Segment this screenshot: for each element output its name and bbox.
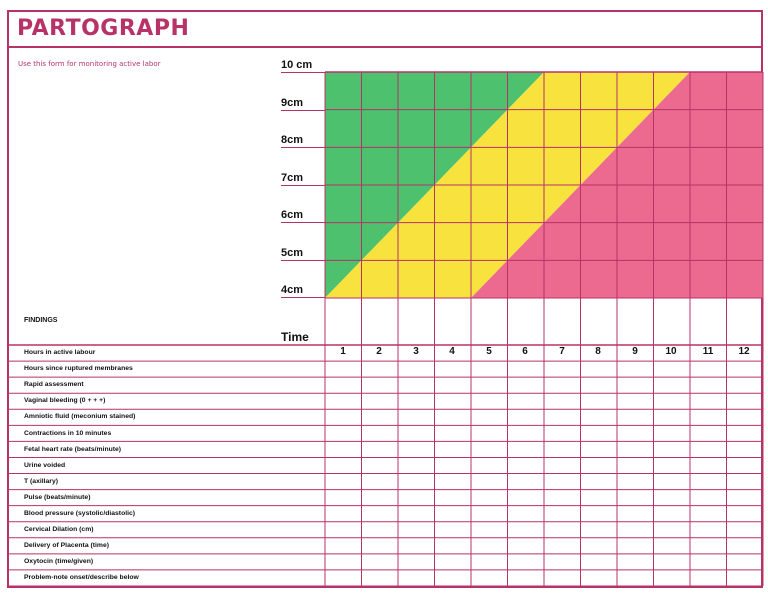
row-label-blood-pressure: Blood pressure (systolic/diastolic) xyxy=(24,510,136,517)
findings-heading: FINDINGS xyxy=(24,317,58,324)
hour-label-2: 2 xyxy=(376,346,382,357)
row-label-amniotic-fluid: Amniotic fluid (meconium stained) xyxy=(24,413,136,420)
title-divider xyxy=(7,46,763,48)
dilation-label-9: 9cm xyxy=(281,97,304,109)
hour-label-6: 6 xyxy=(522,346,528,357)
dilation-rule-6 xyxy=(281,222,325,223)
row-label-urine-voided: Urine voided xyxy=(24,462,66,469)
hour-label-11: 11 xyxy=(702,346,714,357)
row-label-fetal-heart-rate: Fetal heart rate (beats/minute) xyxy=(24,446,122,453)
row-label-temperature: T (axillary) xyxy=(24,478,58,485)
hour-label-9: 9 xyxy=(632,346,638,357)
time-axis-label: Time xyxy=(281,330,309,344)
hour-label-10: 10 xyxy=(665,346,677,357)
hour-label-12: 12 xyxy=(738,346,750,357)
dilation-label-8: 8cm xyxy=(281,134,304,146)
dilation-label-4: 4cm xyxy=(281,284,304,296)
row-label-cervical-dilation: Cervical Dilation (cm) xyxy=(24,526,94,533)
dilation-rule-5 xyxy=(281,260,325,261)
hour-label-3: 3 xyxy=(413,346,419,357)
row-label-hours-ruptured-membranes: Hours since ruptured membranes xyxy=(24,365,133,372)
page-border xyxy=(7,10,763,588)
hour-label-7: 7 xyxy=(559,346,565,357)
hour-label-4: 4 xyxy=(449,346,455,357)
row-label-pulse: Pulse (beats/minute) xyxy=(24,494,91,501)
dilation-label-5: 5cm xyxy=(281,247,304,259)
dilation-label-10: 10 cm xyxy=(281,59,313,71)
row-label-contractions: Contractions in 10 minutes xyxy=(24,430,112,437)
dilation-rule-8 xyxy=(281,147,325,148)
row-label-oxytocin: Oxytocin (time/given) xyxy=(24,558,94,565)
hour-label-1: 1 xyxy=(340,346,346,357)
row-label-problem-note: Problem-note onset/describe below xyxy=(24,574,139,581)
form-instructions: Use this form for monitoring active labo… xyxy=(18,60,161,68)
dilation-rule-7 xyxy=(281,185,325,186)
page-title: PARTOGRAPH xyxy=(17,16,190,41)
dilation-label-7: 7cm xyxy=(281,172,304,184)
hour-label-8: 8 xyxy=(595,346,601,357)
dilation-rule-4 xyxy=(281,297,325,298)
dilation-rule-9 xyxy=(281,110,325,111)
hour-label-5: 5 xyxy=(486,346,492,357)
row-label-hours-active-labour: Hours in active labour xyxy=(24,349,96,356)
row-label-vaginal-bleeding: Vaginal bleeding (0 + + +) xyxy=(24,397,106,404)
row-label-rapid-assessment: Rapid assessment xyxy=(24,381,84,388)
row-label-delivery-placenta: Delivery of Placenta (time) xyxy=(24,542,109,549)
dilation-label-6: 6cm xyxy=(281,209,304,221)
dilation-rule-10 xyxy=(281,72,325,73)
